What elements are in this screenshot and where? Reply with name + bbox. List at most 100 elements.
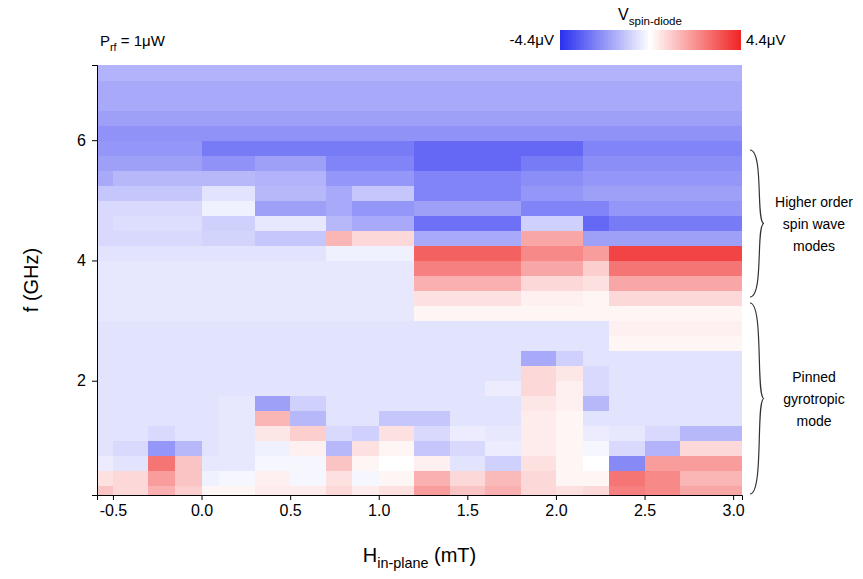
- heatmap-cell: [113, 486, 149, 495]
- heatmap-cell: [148, 110, 175, 126]
- heatmap-cell: [645, 426, 681, 442]
- heatmap-cell: [202, 471, 220, 487]
- heatmap-cell: [148, 411, 175, 427]
- heatmap-cell: [113, 351, 149, 367]
- heatmap-cell: [680, 125, 742, 141]
- heatmap-cell: [255, 441, 291, 457]
- heatmap-cell: [379, 185, 415, 201]
- heatmap-cell: [414, 441, 450, 457]
- heatmap-cell: [414, 321, 450, 337]
- heatmap-cell: [326, 396, 353, 412]
- heatmap-cell: [148, 381, 175, 397]
- heatmap-cell: [290, 411, 326, 427]
- region-label: Pinnedgyrotropicmode: [783, 369, 844, 429]
- heatmap-cell: [255, 351, 291, 367]
- x-axis-tick-mark: [733, 495, 734, 500]
- heatmap-cell: [219, 456, 255, 472]
- x-axis-tick-mark: [379, 495, 380, 500]
- heatmap-cell: [352, 245, 379, 261]
- heatmap-cell: [326, 441, 353, 457]
- heatmap-cell: [352, 396, 379, 412]
- heatmap-cell: [680, 336, 742, 352]
- y-axis-tick: 6: [77, 132, 97, 149]
- heatmap-cell: [202, 291, 220, 307]
- heatmap-cell: [352, 306, 379, 322]
- heatmap-cell: [379, 260, 415, 276]
- heatmap-cell: [414, 486, 450, 495]
- heatmap-cell: [148, 306, 175, 322]
- heatmap-cell: [556, 366, 583, 382]
- heatmap-cell: [148, 321, 175, 337]
- heatmap-cell: [219, 170, 255, 186]
- heatmap-cell: [202, 351, 220, 367]
- heatmap-cell: [583, 321, 610, 337]
- heatmap-cell: [352, 80, 379, 96]
- heatmap-cell: [352, 170, 379, 186]
- heatmap-cell: [255, 95, 291, 111]
- x-axis-title-part: H: [363, 544, 377, 566]
- heatmap-cell: [175, 200, 202, 216]
- heatmap-cell: [609, 155, 645, 171]
- heatmap-cell: [219, 245, 255, 261]
- y-axis-tick-label: 6: [77, 132, 86, 149]
- heatmap-cell: [680, 456, 742, 472]
- heatmap-cell: [485, 65, 521, 81]
- heatmap-cell: [414, 381, 450, 397]
- heatmap-cell: [521, 245, 557, 261]
- heatmap-cell: [290, 306, 326, 322]
- heatmap-cell: [414, 125, 450, 141]
- heatmap-cell: [219, 110, 255, 126]
- heatmap-cell: [379, 336, 415, 352]
- heatmap-cell: [148, 155, 175, 171]
- heatmap-cell: [379, 155, 415, 171]
- heatmap-cell: [352, 351, 379, 367]
- heatmap-cell: [352, 275, 379, 291]
- heatmap-cell: [450, 215, 486, 231]
- heatmap-cell: [414, 170, 450, 186]
- heatmap-cell: [556, 170, 583, 186]
- heatmap-cell: [645, 336, 681, 352]
- heatmap-cell: [290, 381, 326, 397]
- heatmap-cell: [97, 200, 113, 216]
- heatmap-cell: [352, 140, 379, 156]
- region-label: Higher orderspin wavemodes: [775, 194, 853, 254]
- heatmap-cell: [485, 170, 521, 186]
- heatmap-cell: [556, 65, 583, 81]
- heatmap-cell: [148, 275, 175, 291]
- heatmap-cell: [175, 396, 202, 412]
- heatmap-cell: [379, 80, 415, 96]
- heatmap-cell: [521, 110, 557, 126]
- heatmap-cell: [521, 456, 557, 472]
- heatmap-cell: [485, 125, 521, 141]
- heatmap-cell: [556, 215, 583, 231]
- heatmap-cell: [175, 155, 202, 171]
- heatmap-cell: [352, 291, 379, 307]
- heatmap-cell: [97, 155, 113, 171]
- heatmap-cell: [521, 441, 557, 457]
- heatmap-cell: [556, 411, 583, 427]
- heatmap-cell: [352, 110, 379, 126]
- heatmap-cell: [485, 185, 521, 201]
- heatmap-cell: [450, 200, 486, 216]
- heatmap-cell: [450, 456, 486, 472]
- colorbar-tick-label: 4.4μV: [746, 31, 786, 48]
- heatmap-cell: [97, 381, 113, 397]
- heatmap-cell: [645, 170, 681, 186]
- heatmap-cell: [148, 140, 175, 156]
- heatmap-cell: [113, 471, 149, 487]
- heatmap-cell: [113, 200, 149, 216]
- heatmap-cell: [202, 396, 220, 412]
- heatmap-cell: [521, 80, 557, 96]
- heatmap-cell: [556, 275, 583, 291]
- heatmap-cell: [379, 321, 415, 337]
- heatmap-cell: [609, 306, 645, 322]
- heatmap-cell: [583, 230, 610, 246]
- heatmap-cell: [255, 411, 291, 427]
- heatmap-cell: [556, 125, 583, 141]
- heatmap-cell: [255, 426, 291, 442]
- x-axis-tick-label: 1.0: [368, 502, 390, 519]
- colorbar-swatch: [738, 30, 741, 50]
- heatmap-cell: [290, 80, 326, 96]
- heatmap-cell: [175, 426, 202, 442]
- heatmap-cell: [290, 215, 326, 231]
